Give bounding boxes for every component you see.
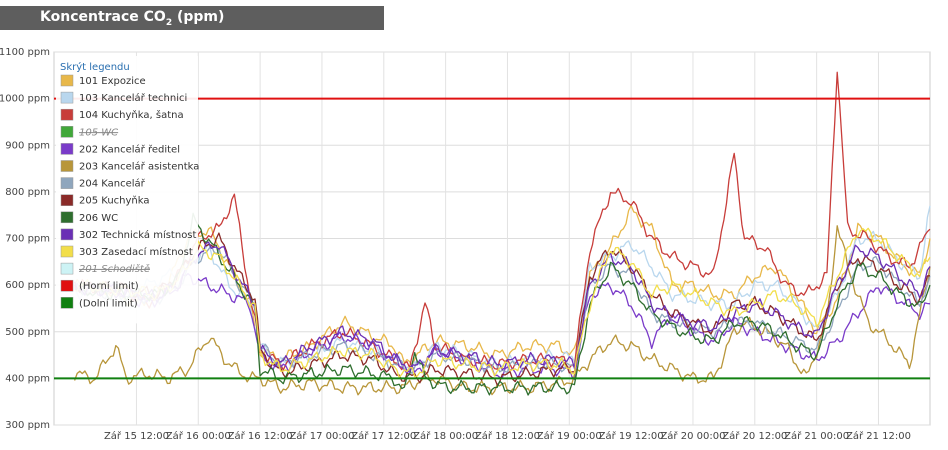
legend-item-label[interactable]: 303 Zasedací místnost	[79, 246, 193, 258]
legend: Skrýt legendu 101 Expozice 103 Kancelář te…	[56, 56, 199, 324]
chart-title-main: Koncentrace CO	[40, 9, 166, 25]
legend-item-label[interactable]: (Horní limit)	[79, 280, 139, 292]
legend-item-label[interactable]: 204 Kancelář	[79, 178, 146, 190]
legend-item-label[interactable]: 302 Technická místnost	[79, 229, 197, 241]
legend-swatch[interactable]	[60, 194, 74, 206]
series-line	[74, 71, 931, 371]
y-tick-label: 900 ppm	[5, 140, 50, 151]
x-tick-label: Zář 20 12:00	[722, 430, 787, 442]
x-tick-label: Zář 16 12:00	[228, 430, 293, 442]
y-tick-label: 1100 ppm	[0, 47, 50, 58]
y-tick-label: 500 ppm	[5, 327, 50, 338]
legend-box	[56, 56, 198, 324]
y-axis: 300 ppm 400 ppm 500 ppm 600 ppm 700 ppm 800 p…	[0, 47, 50, 431]
y-tick-label: 700 ppm	[5, 234, 50, 245]
legend-swatch[interactable]	[60, 262, 74, 275]
chart-title-bar: Koncentrace CO2 (ppm)	[0, 6, 384, 30]
legend-swatch[interactable]	[60, 297, 74, 309]
legend-swatch[interactable]	[60, 245, 74, 258]
x-tick-label: Zář 21 00:00	[784, 430, 849, 442]
y-tick-label: 600 ppm	[5, 280, 50, 291]
y-tick-label: 400 ppm	[5, 373, 50, 384]
y-tick-label: 1000 ppm	[0, 94, 50, 105]
series-lines	[54, 71, 931, 396]
x-tick-label: Zář 15 12:00	[104, 430, 169, 442]
legend-item-label[interactable]: 206 WC	[79, 213, 118, 224]
co2-line-chart: 300 ppm 400 ppm 500 ppm 600 ppm 700 ppm 800 p…	[0, 47, 931, 442]
legend-swatch[interactable]	[60, 160, 74, 172]
legend-item-label[interactable]: 201 Schodiště	[79, 263, 150, 275]
legend-swatch[interactable]	[60, 143, 74, 155]
legend-item-label[interactable]: 104 Kuchyňka, šatna	[79, 109, 184, 121]
legend-item-label[interactable]: 101 Expozice	[79, 76, 146, 87]
legend-item-label[interactable]: (Dolní limit)	[79, 297, 138, 309]
legend-toggle-link[interactable]: Skrýt legendu	[60, 61, 130, 73]
legend-swatch[interactable]	[60, 74, 74, 87]
series-line	[74, 232, 931, 386]
series-line	[74, 212, 931, 396]
y-tick-label: 800 ppm	[5, 187, 50, 198]
legend-swatch[interactable]	[60, 126, 74, 138]
legend-item-label[interactable]: 202 Kancelář ředitel	[79, 143, 180, 155]
x-tick-label: Zář 18 12:00	[475, 430, 540, 442]
x-tick-label: Zář 17 00:00	[289, 430, 354, 442]
x-tick-label: Zář 19 12:00	[599, 430, 664, 442]
x-tick-label: Zář 16 00:00	[166, 430, 231, 442]
x-tick-label: Zář 20 00:00	[660, 430, 725, 442]
chart-title: Koncentrace CO2 (ppm)	[40, 9, 224, 28]
series-line	[73, 241, 931, 373]
legend-swatch[interactable]	[60, 108, 74, 121]
legend-item-label[interactable]: 103 Kancelář technici	[79, 92, 187, 104]
chart-title-unit: (ppm)	[172, 9, 225, 25]
legend-swatch[interactable]	[60, 279, 74, 292]
chart-title-subscript: 2	[165, 17, 173, 28]
series-line	[74, 204, 931, 367]
y-tick-label: 300 ppm	[5, 420, 50, 431]
legend-item-label[interactable]: 205 Kuchyňka	[79, 195, 150, 207]
legend-swatch[interactable]	[60, 91, 74, 104]
legend-swatch[interactable]	[60, 177, 74, 189]
x-tick-label: Zář 17 12:00	[351, 430, 416, 442]
series-line	[74, 227, 931, 379]
legend-swatch[interactable]	[60, 211, 74, 224]
x-tick-label: Zář 21 12:00	[846, 430, 911, 442]
legend-swatch[interactable]	[60, 228, 74, 241]
x-tick-label: Zář 19 00:00	[537, 430, 602, 442]
x-tick-label: Zář 18 00:00	[413, 430, 478, 442]
legend-item-label[interactable]: 105 WC	[79, 127, 118, 138]
legend-item-label[interactable]: 203 Kancelář asistentka	[79, 161, 199, 173]
